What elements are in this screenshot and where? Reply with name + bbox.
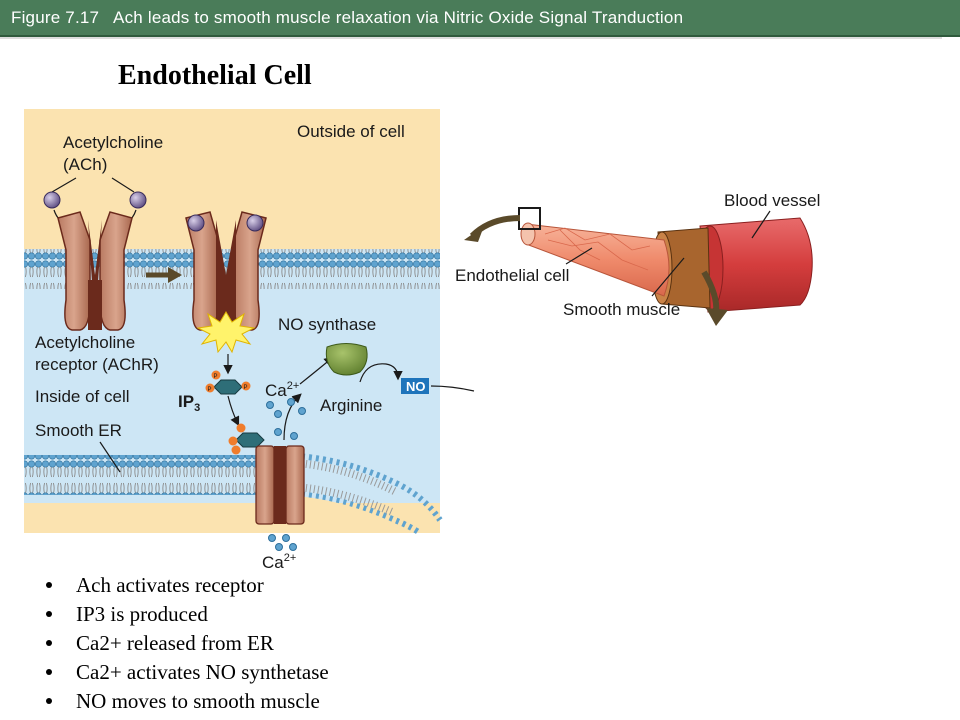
summary-bullet-list: Ach activates receptor IP3 is produced C… — [46, 571, 329, 716]
er-membrane — [24, 455, 274, 495]
endothelial-cell-borders — [544, 227, 651, 271]
list-item: Ca2+ activates NO synthetase — [46, 658, 329, 687]
header-bar: Figure 7.17 Ach leads to smooth muscle r… — [0, 0, 960, 37]
calcium-ion-icon — [274, 428, 282, 436]
flow-arrowhead — [464, 226, 484, 242]
activation-burst-icon — [196, 311, 256, 354]
figure-title: Figure 7.17 Ach leads to smooth muscle r… — [11, 8, 684, 27]
calcium-ion-icon — [268, 534, 276, 542]
ip3-molecule-icon: P P P — [205, 370, 251, 395]
list-item: Ach activates receptor — [46, 571, 329, 600]
endothelial-cell-label: Endothelial cell — [455, 266, 569, 285]
outside-region — [24, 109, 440, 249]
endothelial-tube — [525, 223, 670, 297]
er-membrane-curve — [273, 452, 443, 522]
outside-label: Outside of cell — [297, 122, 405, 141]
smooth-er-pointer — [99, 441, 121, 473]
calcium-ion-icon — [282, 534, 290, 542]
smooth-muscle-label: Smooth muscle — [563, 300, 680, 319]
ip3-molecule-icon — [228, 423, 265, 455]
no-exit-line — [430, 385, 475, 392]
nos-enzyme-icon — [325, 343, 368, 376]
list-item: Ca2+ released from ER — [46, 629, 329, 658]
svg-text:P: P — [208, 387, 212, 393]
ach-label-line2: (ACh) — [63, 155, 107, 174]
ip3-label: IP3 — [178, 392, 200, 414]
signal-diagram: Outside of cell Acetylcholine (ACh) Ac — [24, 109, 820, 572]
blood-vessel-label: Blood vessel — [724, 191, 820, 210]
er-calcium-channel-icon — [255, 445, 305, 525]
calcium-ion-icon — [266, 401, 274, 409]
cell-panel: Outside of cell Acetylcholine (ACh) Ac — [24, 109, 475, 572]
smooth-er-label: Smooth ER — [35, 421, 122, 440]
blood-vessel-pointer — [751, 210, 771, 239]
calcium-ion-icon — [290, 432, 298, 440]
blood-vessel-illustration: Blood vessel Endothelial cell Smooth mus… — [455, 191, 820, 326]
ach-molecule-icon — [187, 214, 205, 232]
ach-molecule-icon — [43, 191, 61, 209]
ach-label-line1: Acetylcholine — [63, 133, 163, 152]
svg-text:P: P — [244, 385, 248, 391]
endothelial-opening — [520, 222, 536, 246]
svg-text:P: P — [214, 374, 218, 380]
calcium-ion-icon — [298, 407, 306, 415]
receptor-icon — [57, 211, 133, 331]
header-divider — [0, 37, 942, 39]
arginine-label: Arginine — [320, 396, 382, 415]
calcium-ion-icon — [275, 543, 283, 551]
ach-pointer-lines — [51, 177, 135, 193]
vessel-outer — [699, 217, 813, 313]
ca-upper-label: Ca2+ — [265, 380, 299, 400]
receptor-icon — [185, 211, 267, 331]
slide-title: Endothelial Cell — [118, 60, 312, 91]
ca-lower-label: Ca2+ — [262, 552, 296, 572]
no-synthase-label: NO synthase — [278, 315, 376, 334]
ip3-to-er-arrow — [227, 395, 240, 427]
transition-arrowhead — [168, 267, 182, 283]
list-item: IP3 is produced — [46, 600, 329, 629]
list-item: NO moves to smooth muscle — [46, 687, 329, 716]
ach-molecule-icon — [246, 214, 264, 232]
calcium-ion-icon — [274, 410, 282, 418]
ach-molecule-icon — [129, 191, 147, 209]
inside-label: Inside of cell — [35, 387, 130, 406]
calcium-ion-icon — [289, 543, 297, 551]
calcium-ion-icon — [287, 398, 295, 406]
achr-label-line1: Acetylcholine — [35, 333, 135, 352]
achr-label-line2: receptor (AChR) — [35, 355, 159, 374]
calcium-release-arrow — [283, 393, 302, 441]
smooth-muscle-pointer — [651, 257, 685, 297]
arginine-to-no-arrow — [359, 363, 403, 383]
no-badge-label: NO — [406, 379, 426, 394]
endothelial-cell-pointer — [565, 247, 593, 265]
er-lumen-fill — [24, 503, 264, 533]
flow-arrowhead — [706, 308, 728, 326]
no-badge — [401, 378, 429, 394]
